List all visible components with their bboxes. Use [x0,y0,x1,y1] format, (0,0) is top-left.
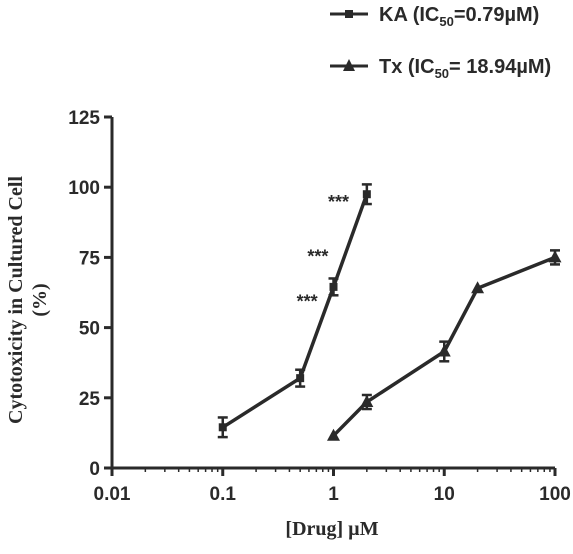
x-axis-label: [Drug] µM [285,518,378,540]
axes: 0 25 50 75 100 125 0.01 0.1 1 10 100 [68,108,571,505]
x-tick-label: 0.01 [94,484,131,505]
y-tick-label: 75 [79,248,101,269]
y-axis-label-line1: Cytotoxicity in Cultured Cell [5,176,27,424]
x-tick-label: 10 [434,484,455,505]
y-tick-label: 100 [68,178,100,199]
significance-annotation: *** [307,247,328,267]
y-axis-label-line2: (%) [29,283,51,316]
y-tick-label: 0 [89,459,100,480]
y-tick-label: 50 [79,319,100,340]
legend-marker-ka [345,10,353,18]
series-tx [327,249,562,441]
data-point-ka [329,282,338,291]
data-point-ka [296,374,305,383]
significance-annotation: *** [328,192,349,212]
legend-label-tx: Tx (IC50= 18.94µM) [379,56,551,81]
data-point-tx [548,250,562,263]
significance-annotation: *** [297,292,318,312]
legend: KA (IC50=0.79µM) Tx (IC50= 18.94µM) [330,4,551,81]
series-ka [217,183,372,439]
series-line-ka [221,193,369,429]
data-point-tx [360,395,374,408]
x-tick-label: 0.1 [210,484,237,505]
y-tick-label: 25 [79,389,101,410]
data-point-tx [327,428,340,441]
data-point-tx [437,344,451,357]
legend-label-ka: KA (IC50=0.79µM) [379,4,539,29]
x-tick-label: 100 [539,484,571,505]
plot-area: *** *** *** [217,183,562,441]
x-tick-label: 1 [328,484,339,505]
legend-item-ka: KA (IC50=0.79µM) [330,4,539,29]
data-point-ka [362,190,371,199]
legend-marker-tx [343,59,355,71]
y-tick-label: 125 [68,108,100,129]
data-point-ka [218,423,227,432]
data-point-tx [471,281,485,294]
legend-item-tx: Tx (IC50= 18.94µM) [330,56,551,81]
